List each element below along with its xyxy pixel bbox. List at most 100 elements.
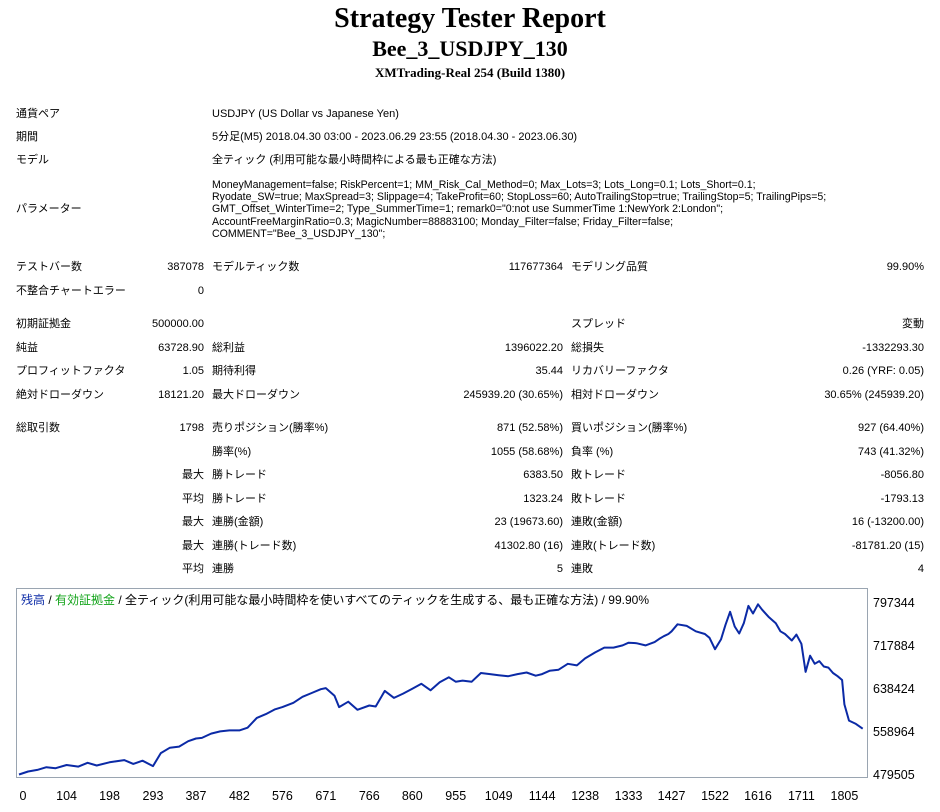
mismatch-label: 不整合チャートエラー xyxy=(16,285,126,297)
x-tick-label: 387 xyxy=(185,789,207,803)
winrate-label: 勝率(%) xyxy=(212,446,252,458)
quality-value: 99.90% xyxy=(886,261,924,273)
x-tick-label: 1427 xyxy=(657,789,686,803)
x-tick-label: 671 xyxy=(315,789,337,803)
avg-consec-prefix: 平均 xyxy=(182,563,204,575)
payoff-label: 期待利得 xyxy=(212,365,256,377)
y-tick-label: 717884 xyxy=(873,639,915,653)
balance-line xyxy=(18,603,864,776)
report-title: Strategy Tester Report xyxy=(334,3,606,34)
legend-equity: 有効証拠金 xyxy=(55,593,116,607)
y-tick-label: 558964 xyxy=(873,725,915,739)
avg-loss-value: -1793.13 xyxy=(880,493,924,505)
avg-consec-loss-value: 4 xyxy=(917,563,924,575)
reldd-label: 相対ドローダウン xyxy=(571,389,659,401)
gross-profit-label: 総利益 xyxy=(212,342,245,354)
consec-loss-amt-label: 連敗(金額) xyxy=(571,516,623,528)
largest-loss-label: 敗トレード xyxy=(571,469,626,481)
params-line: GMT_Offset_WinterTime=2; Type_SummerTime… xyxy=(212,203,724,216)
x-tick-label: 1238 xyxy=(571,789,600,803)
long-value: 927 (64.40%) xyxy=(857,422,924,434)
avg-loss-label: 敗トレード xyxy=(571,493,626,505)
params-line: COMMENT="Bee_3_USDJPY_130"; xyxy=(212,227,386,240)
x-tick-label: 1144 xyxy=(528,789,556,803)
trades-value: 1798 xyxy=(179,422,204,434)
x-tick-label: 1805 xyxy=(830,789,859,803)
model-value: 全ティック (利用可能な最小時間枠による最も正確な方法) xyxy=(212,154,497,166)
params-line: Ryodate_SW=true; MaxSpread=3; Slippage=4… xyxy=(212,191,827,204)
deposit-value: 500000.00 xyxy=(152,318,204,330)
consec-loss-cnt-label: 連敗(トレード数) xyxy=(571,540,656,552)
x-tick-label: 1522 xyxy=(701,789,729,803)
quality-label: モデリング品質 xyxy=(571,261,648,273)
winrate-value: 1055 (58.68%) xyxy=(490,446,563,458)
x-tick-label: 860 xyxy=(401,789,423,803)
consec-wins-amt-label: 連勝(金額) xyxy=(212,516,264,528)
balance-chart-svg xyxy=(18,603,864,776)
max-consec-cnt-prefix: 最大 xyxy=(182,540,204,552)
balance-chart xyxy=(16,588,868,778)
params-block: MoneyManagement=false; RiskPercent=1; MM… xyxy=(212,179,927,240)
consec-wins-amt-value: 23 (19673.60) xyxy=(494,516,564,528)
deposit-label: 初期証拠金 xyxy=(16,318,71,330)
x-tick-label: 104 xyxy=(56,789,77,803)
x-tick-label: 955 xyxy=(445,789,467,803)
avg-consec-loss-label: 連敗 xyxy=(571,563,593,575)
x-tick-label: 0 xyxy=(19,789,27,803)
pf-label: プロフィットファクタ xyxy=(16,365,126,377)
x-tick-label: 1616 xyxy=(744,789,772,803)
recovery-value: 0.26 (YRF: 0.05) xyxy=(842,365,924,377)
spread-value: 変動 xyxy=(902,318,924,330)
largest-win-value: 6383.50 xyxy=(523,469,563,481)
largest-win-label: 勝トレード xyxy=(212,469,267,481)
y-tick-label: 797344 xyxy=(873,596,915,610)
pf-value: 1.05 xyxy=(182,365,204,377)
absdd-label: 絶対ドローダウン xyxy=(16,389,104,401)
lossrate-label: 負率 (%) xyxy=(571,446,614,458)
x-tick-label: 1333 xyxy=(614,789,643,803)
payoff-value: 35.44 xyxy=(535,365,563,377)
short-label: 売りポジション(勝率%) xyxy=(212,422,329,434)
largest-prefix: 最大 xyxy=(182,469,204,481)
period-label: 期間 xyxy=(16,131,38,143)
params-line: AccountFreeMarginRatio=0.3; MagicNumber=… xyxy=(212,215,674,228)
largest-loss-value: -8056.80 xyxy=(880,469,924,481)
spread-label: スプレッド xyxy=(571,318,626,330)
x-tick-label: 576 xyxy=(271,789,293,803)
x-tick-label: 1711 xyxy=(787,789,815,803)
x-tick-label: 198 xyxy=(99,789,120,803)
long-label: 買いポジション(勝率%) xyxy=(571,422,688,434)
y-tick-label: 638424 xyxy=(873,682,915,696)
x-tick-label: 766 xyxy=(358,789,380,803)
params-label: パラメーター xyxy=(16,203,82,215)
ticks-value: 117677364 xyxy=(508,261,563,273)
legend-separator: / xyxy=(45,593,56,607)
absdd-value: 18121.20 xyxy=(158,389,204,401)
avg-consec-wins-value: 5 xyxy=(556,563,563,575)
avg-win-label: 勝トレード xyxy=(212,493,267,505)
consec-wins-cnt-value: 41302.80 (16) xyxy=(494,540,564,552)
reldd-value: 30.65% (245939.20) xyxy=(824,389,924,401)
maxdd-value: 245939.20 (30.65%) xyxy=(463,389,563,401)
ticks-label: モデルティック数 xyxy=(212,261,300,273)
recovery-label: リカバリーファクタ xyxy=(571,365,669,377)
gross-loss-label: 総損失 xyxy=(571,342,604,354)
x-tick-label: 482 xyxy=(228,789,250,803)
consec-loss-cnt-value: -81781.20 (15) xyxy=(851,540,924,552)
trades-label: 総取引数 xyxy=(16,422,60,434)
avg-consec-wins-label: 連勝 xyxy=(212,563,234,575)
legend-balance: 残高 xyxy=(21,593,46,607)
pair-label: 通貨ペア xyxy=(16,108,60,120)
x-tick-label: 1049 xyxy=(484,789,513,803)
bars-value: 387078 xyxy=(167,261,204,273)
bars-label: テストバー数 xyxy=(16,261,82,273)
avg-win-value: 1323.24 xyxy=(523,493,563,505)
model-label: モデル xyxy=(16,154,49,166)
max-consec-amt-prefix: 最大 xyxy=(182,516,204,528)
x-tick-label: 293 xyxy=(142,789,164,803)
y-tick-label: 479505 xyxy=(873,768,915,782)
period-value: 5分足(M5) 2018.04.30 03:00 - 2023.06.29 23… xyxy=(212,131,578,143)
net-value: 63728.90 xyxy=(158,342,204,354)
server-build: XMTrading-Real 254 (Build 1380) xyxy=(374,65,566,80)
short-value: 871 (52.58%) xyxy=(496,422,563,434)
